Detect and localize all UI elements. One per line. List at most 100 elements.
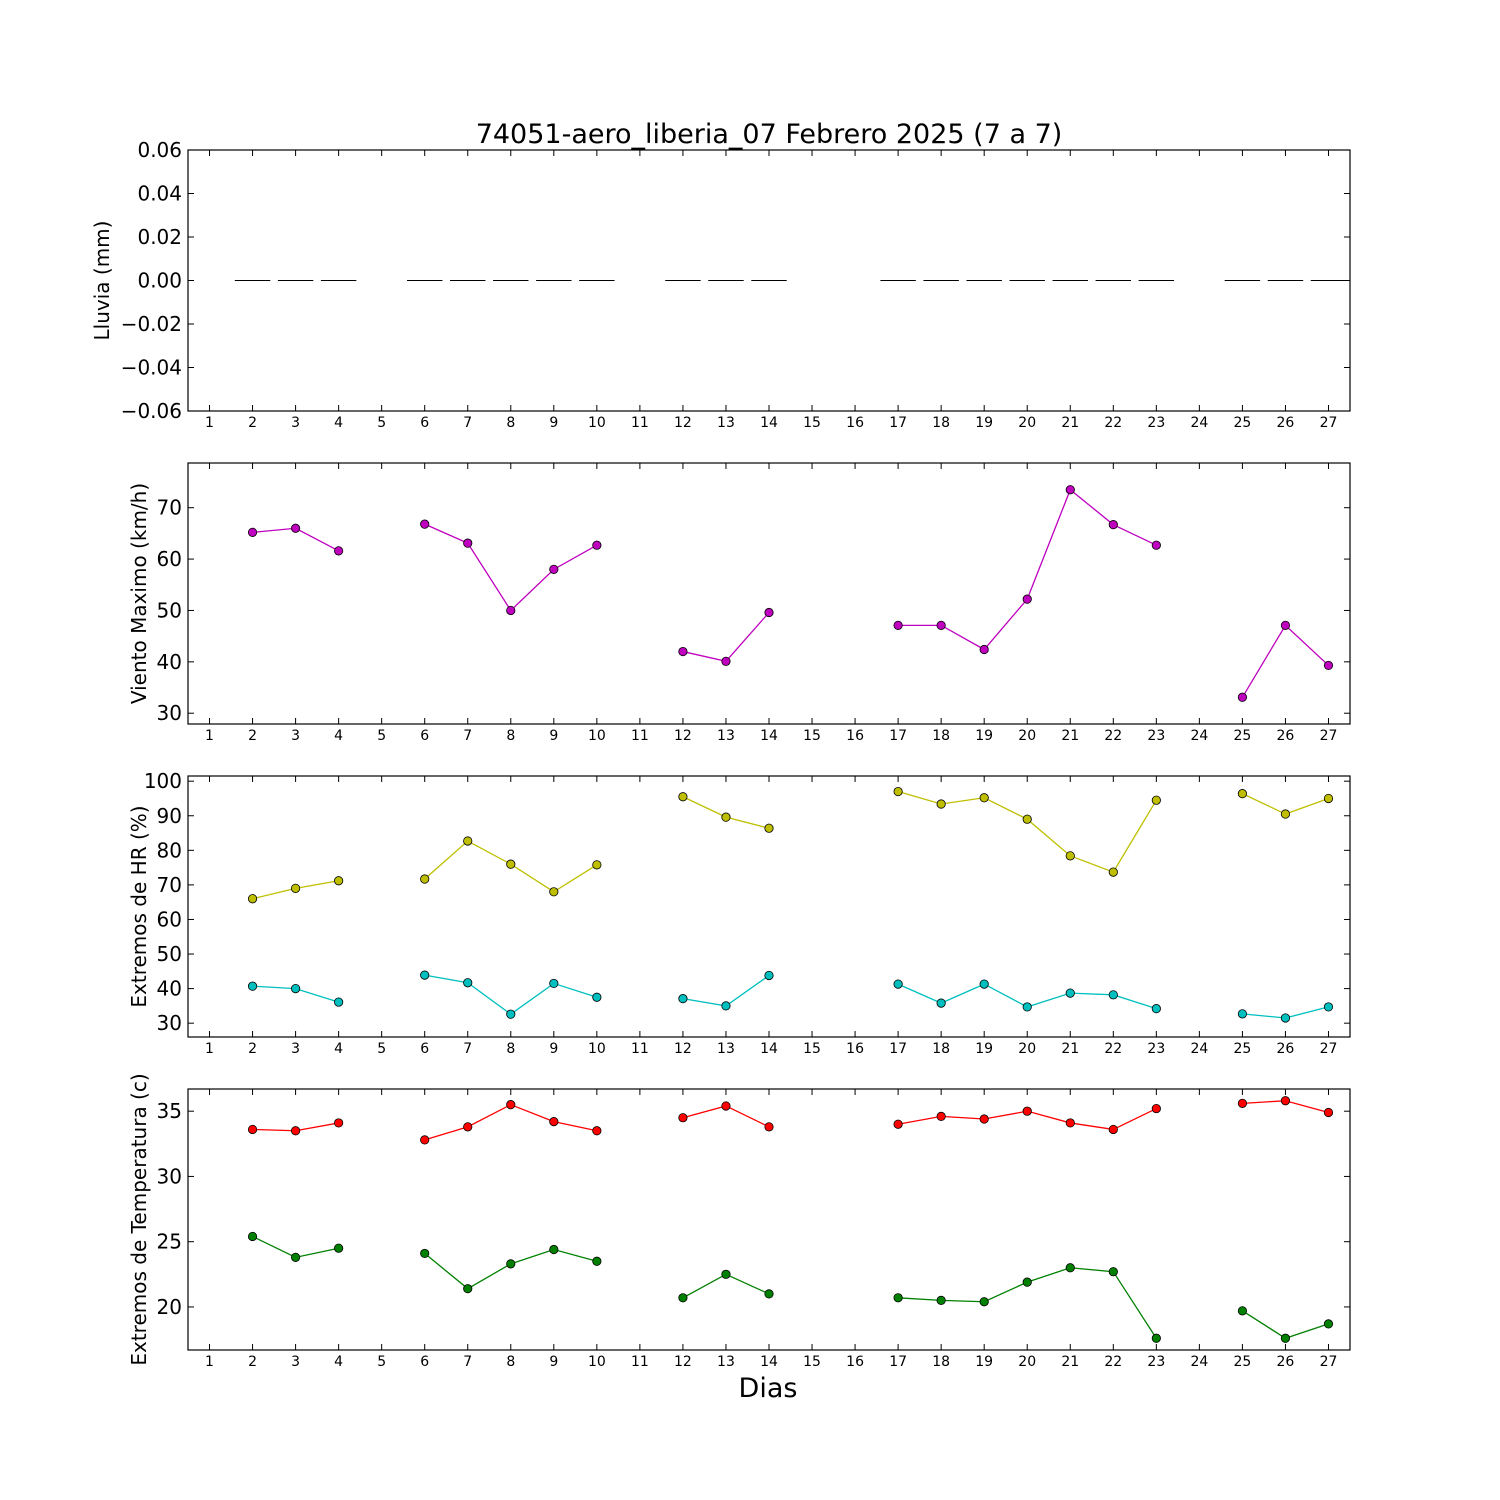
x-tick-label: 16 [846, 1041, 864, 1057]
data-point [592, 860, 602, 870]
x-tick-label: 19 [975, 1354, 993, 1370]
y-tick-label: 60 [157, 547, 182, 571]
data-point [1065, 485, 1075, 495]
x-tick-label: 8 [506, 1041, 515, 1057]
series-1 [247, 1096, 1334, 1145]
x-tick-label: 23 [1147, 415, 1165, 431]
data-point [506, 605, 516, 616]
y-tick-label: 40 [157, 650, 182, 674]
axes-frame [187, 462, 1351, 725]
data-point [1108, 1124, 1118, 1135]
y-tick-label: 50 [157, 598, 182, 622]
data-point [979, 1297, 989, 1307]
y-tick-label: 100 [144, 769, 182, 793]
x-tick-label: 9 [549, 1041, 558, 1057]
data-point [1323, 660, 1334, 671]
x-tick-label: 12 [674, 1354, 692, 1370]
y-tick-label: 50 [157, 942, 182, 966]
data-point [721, 1101, 731, 1111]
series-line [682, 796, 770, 829]
x-tick-label: 4 [334, 415, 343, 431]
x-tick-label: 16 [846, 1354, 864, 1370]
data-point [678, 1113, 688, 1123]
x-tick-label: 7 [463, 1041, 472, 1057]
data-point [721, 812, 731, 822]
x-tick-label: 4 [334, 1041, 343, 1057]
x-tick-label: 10 [588, 728, 606, 744]
axes-frame [187, 149, 1351, 412]
x-tick-label: 11 [631, 1354, 649, 1370]
x-tick-label: 13 [717, 1041, 735, 1057]
x-tick-label: 1 [205, 1041, 214, 1057]
y-tick-label: 0.02 [137, 225, 182, 249]
x-tick-label: 24 [1190, 1041, 1208, 1057]
data-point [1323, 1002, 1334, 1012]
data-point [463, 1284, 473, 1294]
x-tick-label: 9 [549, 415, 558, 431]
x-tick-label: 11 [631, 415, 649, 431]
x-tick-label: 3 [291, 415, 300, 431]
x-tick-label: 9 [549, 1354, 558, 1370]
x-tick-label: 22 [1104, 728, 1122, 744]
x-tick-label: 19 [975, 728, 993, 744]
x-tick-label: 10 [588, 1041, 606, 1057]
data-point [420, 1248, 430, 1259]
chart-panels: 1 2 3 4 5 6 7 8 9 10 11 12 13 14 15 16 17 18 19 20 21 22 23 24 2… [90, 138, 1351, 1370]
data-point [506, 1009, 516, 1019]
x-tick-label: 20 [1018, 728, 1036, 744]
data-point [1280, 620, 1291, 630]
x-tick-label: 25 [1233, 415, 1251, 431]
x-tick-label: 24 [1190, 728, 1208, 744]
x-tick-label: 4 [334, 1354, 343, 1370]
x-tick-label: 1 [205, 728, 214, 744]
x-tick-label: 21 [1061, 415, 1079, 431]
y-tick-label: −0.06 [121, 399, 182, 423]
x-tick-label: 9 [549, 728, 558, 744]
data-point [549, 978, 559, 989]
x-tick-label: 14 [760, 728, 778, 744]
x-axis-label: Dias [739, 1373, 798, 1404]
x-tick-label: 12 [674, 728, 692, 744]
x-tick-label: 4 [334, 728, 343, 744]
data-point [247, 1124, 258, 1135]
series-line [424, 1103, 597, 1141]
data-point [678, 1293, 688, 1303]
x-tick-label: 2 [248, 1354, 257, 1370]
data-point [247, 1231, 258, 1242]
data-point [420, 970, 430, 980]
data-point [549, 1244, 559, 1255]
data-point [979, 793, 989, 803]
data-point [764, 1289, 774, 1299]
data-point [420, 519, 430, 529]
data-point [290, 523, 301, 533]
x-tick-label: 21 [1061, 728, 1079, 744]
data-point [1022, 1002, 1032, 1012]
data-point [936, 998, 946, 1008]
y-tick-label: 30 [157, 1164, 182, 1188]
data-point [764, 1122, 774, 1132]
y-tick-label: 80 [157, 838, 182, 862]
x-tick-label: 20 [1018, 1354, 1036, 1370]
data-point [764, 970, 774, 981]
x-tick-label: 1 [205, 1354, 214, 1370]
x-tick-label: 10 [588, 415, 606, 431]
data-point [1280, 1013, 1291, 1023]
data-point [1151, 795, 1161, 805]
x-tick-label: 2 [248, 1041, 257, 1057]
x-tick-label: 27 [1320, 728, 1338, 744]
data-point [334, 997, 344, 1007]
data-point [247, 981, 258, 991]
data-point [936, 1111, 946, 1122]
series-line [424, 974, 598, 1015]
data-point [592, 992, 602, 1002]
data-point [678, 646, 688, 657]
x-tick-label: 13 [717, 1354, 735, 1370]
data-point [1237, 692, 1248, 702]
series-2 [247, 1231, 1334, 1343]
x-tick-label: 18 [932, 728, 950, 744]
data-point [334, 876, 344, 886]
data-point [1022, 1277, 1032, 1287]
x-tick-label: 25 [1233, 1041, 1251, 1057]
panel-1: 1 2 3 4 5 6 7 8 9 10 11 12 13 14 15 16 17 18 19 20 21 22 23 24 2… [90, 138, 1351, 431]
